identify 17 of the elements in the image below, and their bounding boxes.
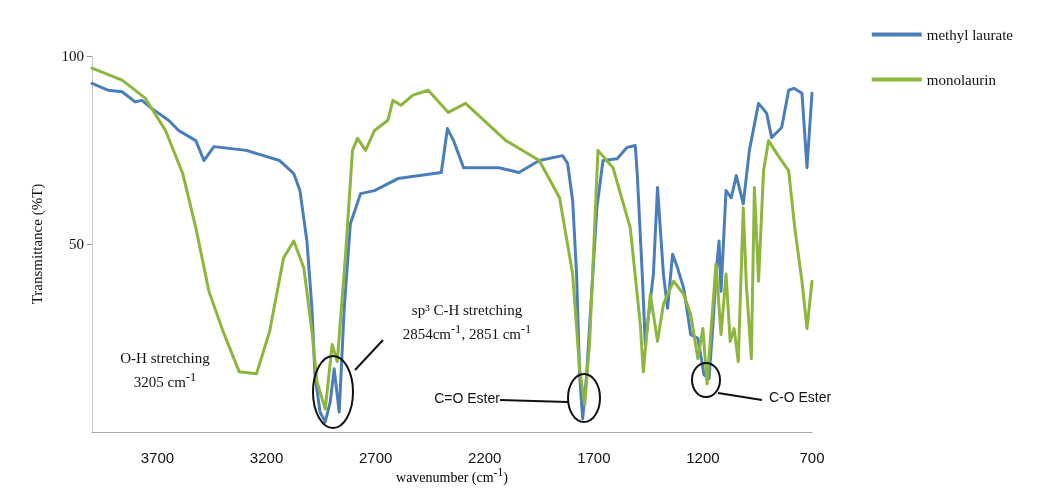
x-tick-label: 700	[799, 449, 825, 466]
x-tick-label: 2700	[358, 449, 393, 466]
x-tick-label: 2200	[468, 449, 502, 466]
y-tick-label: 100	[61, 48, 84, 64]
annotation: O-H stretching 3205 cm$^{-1}$	[120, 348, 210, 392]
x-tick-label: 1200	[686, 449, 720, 466]
legend-label: monolaurin	[926, 71, 997, 88]
x-tick-label: 3700	[140, 449, 175, 466]
y-axis-title: Transmittance (%T)	[28, 183, 46, 305]
x-tick-label: 3200	[249, 449, 284, 466]
legend-label: methyl laurate	[926, 26, 1014, 43]
x-axis-title: wavenumber (cm$^{-1}$)	[396, 466, 508, 486]
x-tick-label: 1700	[577, 449, 611, 466]
annotation: C=O Ester	[434, 389, 500, 409]
y-tick-label: 50	[69, 236, 84, 252]
annotation: C-O Ester	[768, 388, 832, 408]
annotation: sp³ C-H stretching 2854cm$^{-1}$, 2851 cm$^{-1}$	[402, 300, 532, 344]
